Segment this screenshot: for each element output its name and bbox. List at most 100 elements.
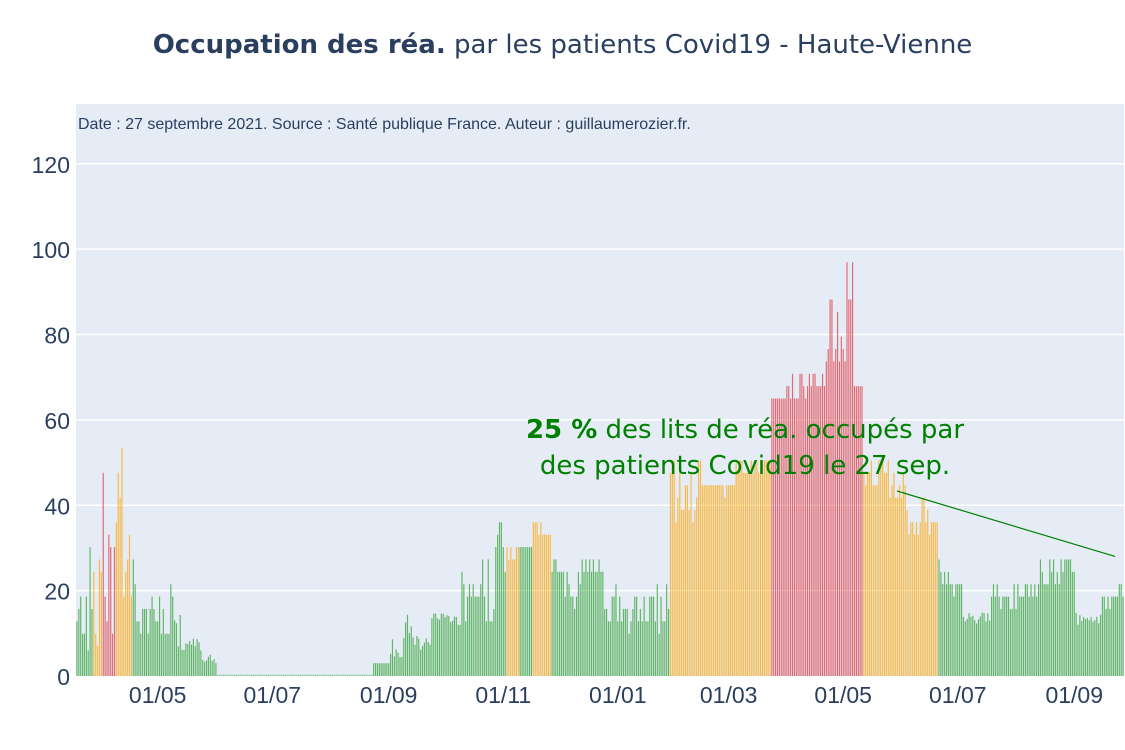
bar [266, 674, 268, 676]
bar [1039, 559, 1042, 676]
bar [906, 509, 908, 676]
bar [797, 398, 799, 676]
bar [705, 485, 707, 676]
bar [613, 596, 615, 676]
bar [91, 608, 93, 676]
bar [1083, 617, 1085, 676]
bar [771, 398, 773, 676]
x-tick-label: 01/05 [129, 682, 187, 708]
bar [123, 596, 125, 676]
bar [594, 571, 596, 676]
bar [1009, 608, 1011, 676]
bar [654, 621, 656, 676]
bar [463, 584, 465, 676]
bar [89, 547, 91, 676]
x-tick-label: 01/09 [1045, 682, 1103, 708]
bar [356, 674, 358, 676]
bar [735, 460, 737, 676]
bar [994, 596, 996, 676]
bar [808, 373, 810, 676]
bar [393, 656, 395, 676]
bar [673, 460, 675, 676]
bar [232, 674, 234, 676]
bar [992, 584, 995, 676]
bar [211, 661, 213, 676]
bar [964, 621, 966, 676]
bar [128, 534, 131, 676]
bar [198, 642, 200, 676]
bar [333, 674, 335, 676]
bar [414, 644, 416, 676]
bar [1007, 596, 1010, 676]
y-tick-label: 60 [44, 408, 70, 434]
bar [960, 584, 963, 676]
bar [1103, 596, 1105, 676]
bar [448, 616, 450, 676]
bar [692, 522, 694, 676]
bar [977, 619, 980, 676]
x-tick-label: 01/09 [360, 682, 418, 708]
bar [1118, 584, 1120, 676]
bar [975, 623, 978, 676]
bar [936, 522, 938, 676]
bar [682, 509, 685, 676]
bar [493, 608, 495, 676]
bar [1011, 608, 1013, 676]
bar [940, 571, 942, 676]
y-axis: 0 20 40 60 80 100 120 [32, 152, 70, 690]
bar [728, 485, 730, 676]
bar [100, 571, 102, 676]
bar [314, 674, 317, 676]
bar [1000, 608, 1002, 676]
bar [384, 663, 386, 676]
bar [645, 621, 647, 676]
bar [442, 613, 444, 676]
bar [979, 616, 981, 676]
bar [465, 621, 467, 676]
bar [607, 621, 610, 676]
bar [942, 584, 944, 676]
bar [365, 674, 367, 676]
bar [900, 497, 903, 676]
bar [566, 571, 568, 676]
bar [902, 472, 904, 676]
bar [416, 636, 418, 676]
bar [662, 621, 664, 676]
bar [996, 584, 998, 676]
bar [1099, 614, 1102, 676]
bar [579, 584, 581, 676]
bar [825, 361, 827, 676]
bar [957, 584, 959, 676]
bar [324, 674, 326, 676]
bar [125, 571, 127, 676]
bar [782, 398, 784, 676]
bar [418, 638, 420, 676]
bar [478, 596, 480, 676]
bar [688, 509, 690, 676]
bar [367, 674, 369, 676]
bar [615, 584, 617, 676]
bar [470, 596, 472, 676]
bar [746, 472, 749, 676]
bar [322, 674, 324, 676]
bar [358, 674, 360, 676]
bar [861, 386, 863, 676]
bar [121, 448, 123, 676]
bar [1030, 584, 1032, 676]
bar [912, 522, 914, 676]
bar [192, 638, 194, 676]
bar [944, 571, 946, 676]
bar [1066, 559, 1068, 676]
bar [897, 497, 899, 676]
bar [713, 485, 715, 676]
bar [1004, 596, 1006, 676]
bar [136, 621, 138, 676]
bar [143, 608, 146, 676]
bar [592, 559, 595, 676]
annotation: 25 % des lits de réa. occupés par des pa… [455, 412, 1035, 484]
bar [363, 674, 365, 676]
bar [436, 618, 439, 676]
bar [868, 472, 871, 676]
bar [80, 596, 82, 676]
